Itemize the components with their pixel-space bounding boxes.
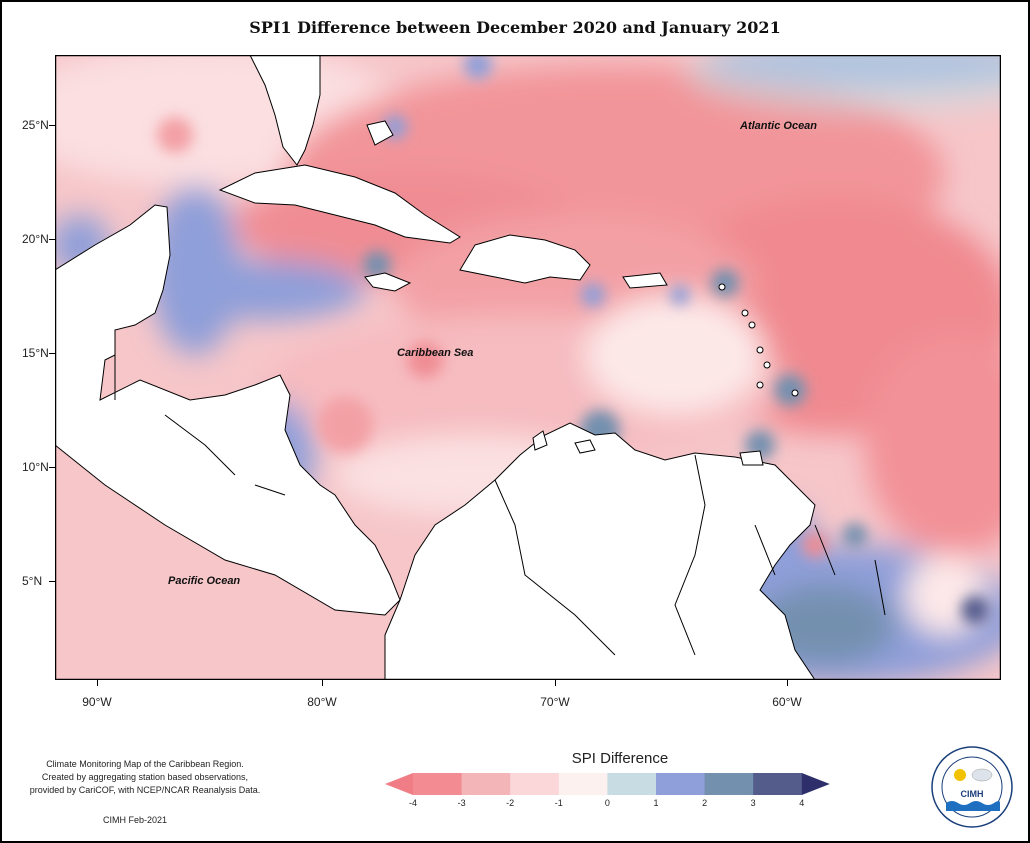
pacific-ocean-label: Pacific Ocean xyxy=(168,575,241,587)
map-title: SPI1 Difference between December 2020 an… xyxy=(249,18,781,37)
legend-arrow-high xyxy=(801,773,830,795)
cloud-icon xyxy=(971,768,993,782)
lon-label-80w: 80°W xyxy=(307,695,337,709)
caribbean-sea-label: Caribbean Sea xyxy=(397,347,474,359)
lon-tick xyxy=(322,680,323,686)
legend-colorbar-svg xyxy=(385,773,830,795)
legend-swatch xyxy=(656,773,706,795)
lat-tick xyxy=(49,581,55,582)
legend-tick-label: 2 xyxy=(702,798,708,808)
map-credit: CIMH Feb-2021 xyxy=(102,815,168,825)
description-line: Climate Monitoring Map of the Caribbean … xyxy=(46,759,244,769)
lat-label-25n: 25°N xyxy=(22,118,49,132)
legend-swatch xyxy=(558,773,608,795)
lat-tick xyxy=(49,467,55,468)
description-line: provided by CariCOF, with NCEP/NCAR Rean… xyxy=(29,785,261,795)
waves-icon xyxy=(946,801,1000,811)
description-line: Created by aggregating station based obs… xyxy=(41,772,249,782)
lat-label-10n: 10°N xyxy=(22,460,49,474)
lon-tick xyxy=(787,680,788,686)
legend-tick-label: 4 xyxy=(799,798,805,808)
legend-tick-label: 0 xyxy=(604,798,610,808)
lat-label-20n: 20°N xyxy=(22,232,49,246)
cimh-logo: CIMH xyxy=(930,745,1014,829)
sun-icon xyxy=(954,769,966,781)
lat-tick xyxy=(49,125,55,126)
lat-label-5n: 5°N xyxy=(22,574,43,588)
legend-swatch xyxy=(704,773,754,795)
lon-tick xyxy=(555,680,556,686)
legend-arrow-low xyxy=(385,773,413,795)
lat-label-15n: 15°N xyxy=(22,346,49,360)
legend-tick-label: -1 xyxy=(554,798,563,808)
lon-label-70w: 70°W xyxy=(540,695,570,709)
map-description: Climate Monitoring Map of the Caribbean … xyxy=(20,758,270,797)
logo-text: CIMH xyxy=(961,789,984,799)
lon-label-90w: 90°W xyxy=(82,695,112,709)
cimh-logo-svg: CIMH xyxy=(931,746,1013,828)
lon-tick xyxy=(97,680,98,686)
legend-tick-label: -4 xyxy=(408,798,418,808)
legend-swatch xyxy=(753,773,803,795)
legend-tick-label: 3 xyxy=(750,798,756,808)
map-canvas xyxy=(55,55,1001,680)
country-borders xyxy=(114,355,886,656)
lat-tick xyxy=(49,239,55,240)
legend-swatch xyxy=(461,773,511,795)
legend-title: SPI Difference xyxy=(571,750,669,767)
legend-colorbar xyxy=(385,772,830,801)
atlantic-ocean-label: Atlantic Ocean xyxy=(740,120,818,132)
lon-label-60w: 60°W xyxy=(772,695,802,709)
legend-tick-label: -2 xyxy=(506,798,515,808)
legend-swatch xyxy=(510,773,560,795)
legend-tick-label: 1 xyxy=(653,798,659,808)
legend-swatch xyxy=(607,773,657,795)
legend-tick-label: -3 xyxy=(457,798,466,808)
spi-difference-map xyxy=(55,55,1001,680)
lat-tick xyxy=(49,353,55,354)
map-border xyxy=(55,55,1001,680)
land-masses xyxy=(55,55,816,680)
legend-swatch xyxy=(413,773,463,795)
